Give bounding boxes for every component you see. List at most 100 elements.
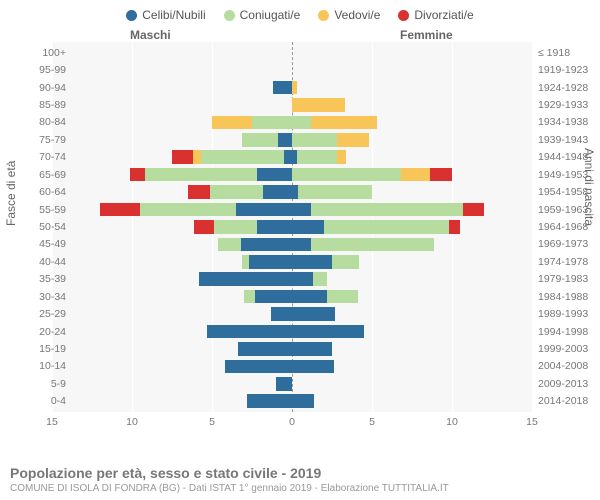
bar-segment bbox=[311, 203, 463, 217]
age-label: 50-54 bbox=[39, 221, 66, 233]
birth-label: ≤ 1918 bbox=[538, 47, 570, 59]
age-label: 95-99 bbox=[39, 64, 66, 76]
birth-label: 1924-1928 bbox=[538, 82, 588, 94]
age-row bbox=[52, 305, 532, 322]
age-row bbox=[52, 270, 532, 287]
age-row bbox=[52, 253, 532, 270]
x-tick: 10 bbox=[126, 416, 138, 428]
birth-label: 1974-1978 bbox=[538, 256, 588, 268]
bar-segment bbox=[284, 150, 292, 164]
bar-segment bbox=[199, 272, 292, 286]
legend: Celibi/Nubili Coniugati/e Vedovi/e Divorzia… bbox=[0, 0, 600, 26]
x-tick: 0 bbox=[289, 416, 295, 428]
x-tick: 15 bbox=[46, 416, 58, 428]
bar-segment bbox=[292, 133, 337, 147]
age-row bbox=[52, 166, 532, 183]
age-row bbox=[52, 218, 532, 235]
legend-label: Coniugati/e bbox=[240, 8, 301, 22]
bar-segment bbox=[257, 168, 292, 182]
x-tick: 5 bbox=[369, 416, 375, 428]
age-label: 70-74 bbox=[39, 151, 66, 163]
bar-segment bbox=[327, 290, 357, 304]
birth-label: 1979-1983 bbox=[538, 273, 588, 285]
birth-label: 1999-2003 bbox=[538, 343, 588, 355]
birth-label: 1944-1948 bbox=[538, 151, 588, 163]
bar-segment bbox=[292, 203, 311, 217]
bar-segment bbox=[247, 394, 292, 408]
bar-segment bbox=[193, 150, 201, 164]
age-label: 10-14 bbox=[39, 360, 66, 372]
legend-swatch bbox=[318, 10, 329, 21]
bar-segment bbox=[292, 255, 332, 269]
x-tick: 10 bbox=[446, 416, 458, 428]
female-header: Femmine bbox=[400, 28, 453, 42]
bar-segment bbox=[225, 360, 292, 374]
age-label: 5-9 bbox=[51, 378, 66, 390]
birth-label: 1994-1998 bbox=[538, 326, 588, 338]
bar-segment bbox=[244, 290, 255, 304]
legend-swatch bbox=[224, 10, 235, 21]
bar-segment bbox=[292, 98, 345, 112]
legend-label: Divorziati/e bbox=[414, 8, 473, 22]
bar-segment bbox=[297, 150, 337, 164]
bar-segment bbox=[311, 116, 377, 130]
x-tick: 5 bbox=[209, 416, 215, 428]
plot-area bbox=[52, 42, 532, 412]
chart: Maschi Femmine Fasce di età Anni di nasc… bbox=[0, 26, 600, 446]
legend-label: Vedovi/e bbox=[334, 8, 380, 22]
age-row bbox=[52, 79, 532, 96]
bar-segment bbox=[313, 272, 327, 286]
bar-segment bbox=[337, 133, 369, 147]
age-row bbox=[52, 340, 532, 357]
age-label: 90-94 bbox=[39, 82, 66, 94]
age-row bbox=[52, 149, 532, 166]
age-label: 0-4 bbox=[51, 395, 66, 407]
age-row bbox=[52, 375, 532, 392]
age-label: 20-24 bbox=[39, 326, 66, 338]
age-label: 15-19 bbox=[39, 343, 66, 355]
chart-subtitle: COMUNE DI ISOLA DI FONDRA (BG) - Dati IS… bbox=[10, 483, 449, 494]
age-row bbox=[52, 392, 532, 409]
birth-label: 2009-2013 bbox=[538, 378, 588, 390]
bar-segment bbox=[100, 203, 140, 217]
bar-segment bbox=[218, 238, 240, 252]
age-row bbox=[52, 288, 532, 305]
bar-segment bbox=[324, 220, 449, 234]
bar-segment bbox=[212, 116, 252, 130]
bar-segment bbox=[130, 168, 144, 182]
chart-title: Popolazione per età, sesso e stato civil… bbox=[10, 465, 449, 481]
bar-segment bbox=[236, 203, 292, 217]
bar-segment bbox=[140, 203, 236, 217]
age-row bbox=[52, 61, 532, 78]
birth-label: 1964-1968 bbox=[538, 221, 588, 233]
bar-segment bbox=[188, 185, 210, 199]
birth-label: 1934-1938 bbox=[538, 116, 588, 128]
birth-label: 2014-2018 bbox=[538, 395, 588, 407]
age-label: 35-39 bbox=[39, 273, 66, 285]
age-label: 40-44 bbox=[39, 256, 66, 268]
birth-label: 2004-2008 bbox=[538, 360, 588, 372]
bar-segment bbox=[292, 220, 324, 234]
age-row bbox=[52, 358, 532, 375]
birth-label: 1929-1933 bbox=[538, 99, 588, 111]
bar-segment bbox=[298, 185, 372, 199]
legend-item: Celibi/Nubili bbox=[126, 8, 205, 22]
birth-label: 1939-1943 bbox=[538, 134, 588, 146]
birth-label: 1959-1963 bbox=[538, 204, 588, 216]
bar-segment bbox=[292, 290, 327, 304]
age-label: 65-69 bbox=[39, 169, 66, 181]
age-label: 60-64 bbox=[39, 186, 66, 198]
age-row bbox=[52, 323, 532, 340]
legend-label: Celibi/Nubili bbox=[142, 8, 205, 22]
age-row bbox=[52, 44, 532, 61]
bar-segment bbox=[292, 168, 401, 182]
age-row bbox=[52, 96, 532, 113]
bar-segment bbox=[241, 238, 292, 252]
bar-segment bbox=[214, 220, 257, 234]
birth-label: 1949-1953 bbox=[538, 169, 588, 181]
birth-label: 1984-1988 bbox=[538, 291, 588, 303]
bar-segment bbox=[201, 150, 284, 164]
legend-swatch bbox=[398, 10, 409, 21]
bar-segment bbox=[311, 238, 434, 252]
age-row bbox=[52, 236, 532, 253]
